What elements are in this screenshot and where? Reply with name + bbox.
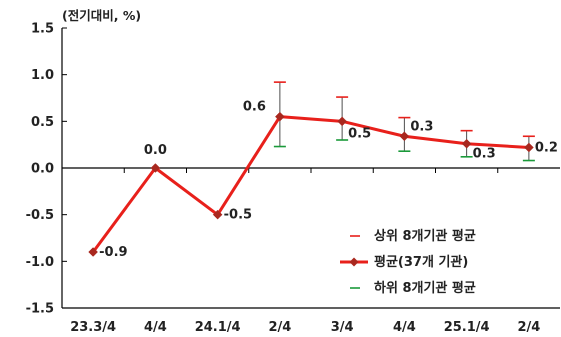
y-tick-label: -0.5 xyxy=(26,208,54,223)
x-tick-label: 25.1/4 xyxy=(444,320,490,335)
y-tick-label: 1.0 xyxy=(31,68,54,83)
data-label: -0.5 xyxy=(224,208,252,223)
data-label: 0.0 xyxy=(144,143,167,158)
average-point xyxy=(212,209,223,220)
y-axis-ticks: 1.5 1.0 0.5 0.0 -0.5 -1.0 -1.5 xyxy=(26,22,67,317)
legend-lower-label: 하위 8개기관 평균 xyxy=(374,280,476,296)
x-tick-label: 3/4 xyxy=(331,320,354,335)
x-tick-label: 23.3/4 xyxy=(70,320,116,335)
data-label: 0.5 xyxy=(348,126,371,141)
x-tick-label: 24.1/4 xyxy=(195,320,241,335)
average-point xyxy=(524,142,534,153)
legend-upper-label: 상위 8개기관 평균 xyxy=(374,228,476,244)
x-tick-label: 2/4 xyxy=(268,320,291,335)
average-point xyxy=(275,111,285,122)
unit-label: (전기대비, %) xyxy=(62,8,141,23)
average-point xyxy=(399,131,410,142)
data-label: 0.3 xyxy=(473,147,496,162)
y-tick-label: 1.5 xyxy=(31,22,54,37)
axes xyxy=(61,28,560,309)
average-point xyxy=(150,163,161,173)
average-point xyxy=(337,116,347,127)
data-labels: -0.9 0.0 -0.5 0.6 0.5 0.3 0.3 0.2 xyxy=(99,100,558,260)
average-point xyxy=(461,138,472,149)
legend-average-label: 평균(37개 기관) xyxy=(374,254,468,270)
average-series xyxy=(88,111,534,257)
y-tick-label: -1.0 xyxy=(26,255,54,270)
data-label: 0.6 xyxy=(243,100,266,115)
y-tick-label: 0.5 xyxy=(31,115,54,130)
range-bars xyxy=(273,81,535,162)
legend-average-marker xyxy=(349,257,359,267)
x-tick-label: 4/4 xyxy=(144,320,167,335)
y-tick-label: -1.5 xyxy=(26,302,54,317)
x-tick-label: 4/4 xyxy=(393,320,416,335)
data-label: 0.2 xyxy=(535,140,558,155)
x-axis-ticks: 23.3/4 4/4 24.1/4 2/4 3/4 4/4 25.1/4 2/4 xyxy=(70,168,540,335)
y-tick-label: 0.0 xyxy=(31,162,54,177)
data-label: 0.3 xyxy=(410,119,433,134)
data-label: -0.9 xyxy=(99,245,127,260)
x-tick-label: 2/4 xyxy=(517,320,540,335)
average-point xyxy=(88,247,98,257)
average-line xyxy=(91,115,529,253)
